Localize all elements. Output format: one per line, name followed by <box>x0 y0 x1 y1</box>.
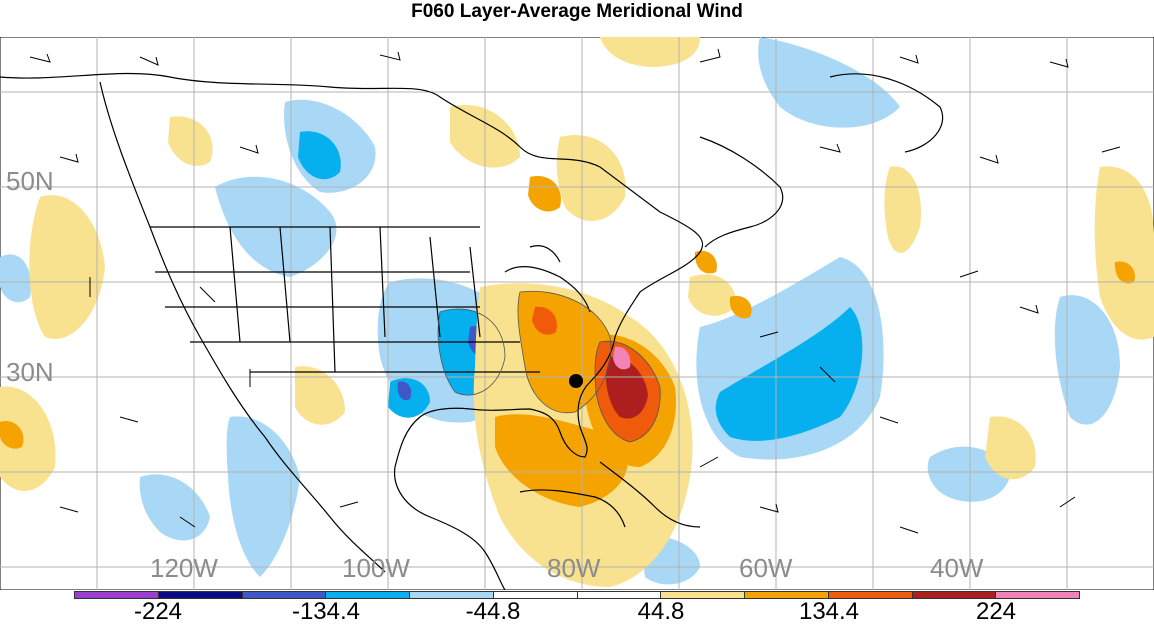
colorbar-label: -134.4 <box>291 598 361 625</box>
field-positive-mid <box>528 176 561 212</box>
field-negative-light <box>758 37 900 128</box>
meridional-wind-map <box>0 37 1154 590</box>
hurricane-center-dot <box>569 374 583 388</box>
field-positive-light <box>985 416 1036 480</box>
colorbar-label: 44.8 <box>637 598 685 625</box>
colorbar-segment <box>577 592 662 598</box>
field-negative-light <box>1054 295 1120 425</box>
lon-label-100w: 100W <box>342 553 410 583</box>
field-positive-light <box>1094 166 1154 340</box>
field-positive-mid <box>694 250 717 274</box>
field-positive-light <box>556 135 626 221</box>
field-positive-mid <box>495 414 628 507</box>
lon-label-40w: 40W <box>930 553 984 583</box>
field-positive-light <box>884 166 921 254</box>
colorbar-segment <box>912 592 997 598</box>
field-positive-mid <box>729 295 752 319</box>
field-negative-strong <box>397 381 412 401</box>
field-positive-light <box>0 386 56 491</box>
colorbar <box>74 591 1080 599</box>
field-negative-light <box>139 474 210 541</box>
contour-lines <box>437 290 661 443</box>
colorbar-label: 224 <box>975 598 1017 625</box>
lat-label-30n: 30N <box>6 357 54 387</box>
field-positive-light <box>688 274 736 316</box>
colorbar-label: 134.4 <box>798 598 860 625</box>
field-positive-mid <box>0 421 24 449</box>
lon-label-80w: 80W <box>547 553 601 583</box>
colorbar-segment <box>996 592 1079 598</box>
colorbar-segment <box>661 592 745 598</box>
colorbar-segment <box>493 592 578 598</box>
field-positive-light <box>168 116 213 166</box>
field-positive-mid <box>1114 261 1135 284</box>
field-positive-light <box>295 366 345 425</box>
field-positive-light <box>600 37 700 67</box>
colorbar-label: -224 <box>133 598 183 625</box>
field-positive-light <box>29 195 105 339</box>
colorbar-segment <box>326 592 410 598</box>
colorbar-segment <box>828 592 913 598</box>
colorbar-segment <box>242 592 327 598</box>
field-positive-severe <box>605 356 648 419</box>
wind-barbs <box>29 48 1121 534</box>
colorbar-segment <box>410 592 494 598</box>
coastlines <box>0 72 944 590</box>
lat-label-50n: 50N <box>6 166 54 196</box>
map-title: F060 Layer-Average Meridional Wind <box>411 1 743 22</box>
field-positive-strong <box>532 306 557 335</box>
field-negative-light <box>0 254 31 303</box>
lon-label-60w: 60W <box>739 553 793 583</box>
colorbar-label: -44.8 <box>465 598 521 625</box>
colorbar-segment <box>158 592 243 598</box>
lon-label-120w: 120W <box>150 553 218 583</box>
colorbar-segment <box>75 592 159 598</box>
colorbar-segment <box>745 592 829 598</box>
field-positive-extreme <box>613 346 631 370</box>
field-negative-mid <box>298 131 341 180</box>
field-negative-light <box>226 416 300 577</box>
field-negative-mid <box>715 307 863 441</box>
